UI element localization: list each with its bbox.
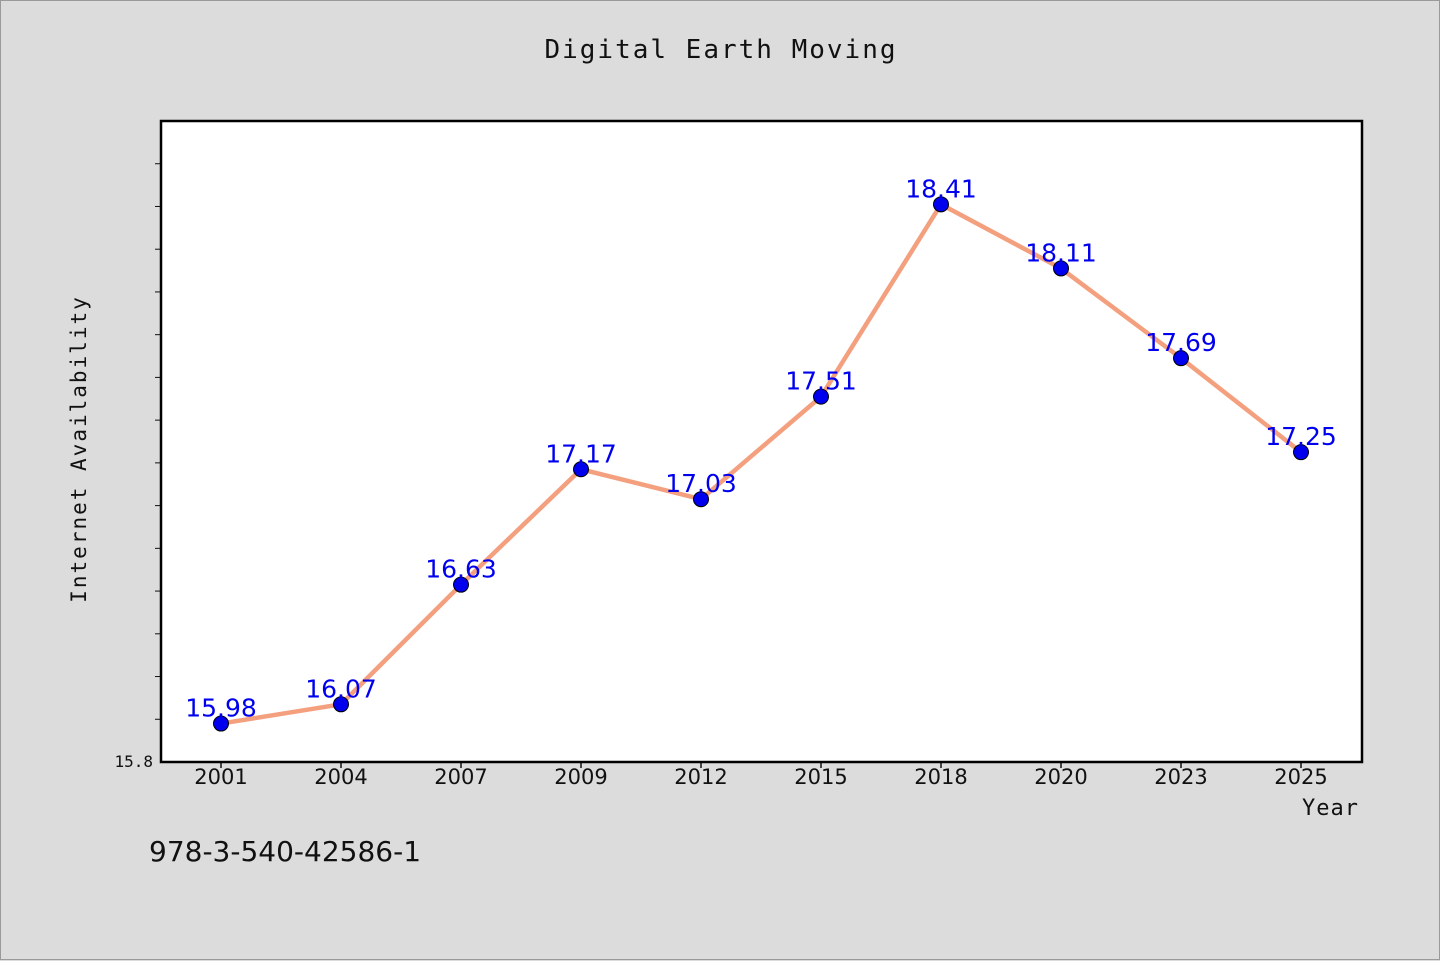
x-tick-label: 2020 [1034,765,1087,789]
y-tick-label: 15.8 [114,752,153,771]
data-label: 17.69 [1145,328,1217,357]
x-tick-label: 2023 [1154,765,1207,789]
data-point [1053,260,1069,277]
x-tick-label: 2025 [1274,765,1327,789]
x-tick-label: 2001 [194,765,247,789]
data-point [1173,350,1189,367]
series-line [220,201,1303,726]
plot-area [161,121,1362,762]
data-point [453,576,469,593]
x-tick-label: 2009 [554,765,607,789]
data-label: 18.11 [1025,238,1097,267]
data-label: 17.03 [665,469,737,498]
data-point [693,491,709,508]
x-tick-label: 2012 [674,765,727,789]
data-point [333,696,349,713]
x-tick-label: 2004 [314,765,367,789]
isbn-text: 978-3-540-42586-1 [149,835,422,868]
plot-border [159,119,1364,764]
data-point [573,461,589,478]
x-tick-label: 2018 [914,765,967,789]
data-label: 17.17 [545,439,617,468]
data-label: 17.51 [785,367,857,396]
data-label: 18.41 [905,174,977,203]
data-label: 15.98 [185,694,257,723]
x-axis-label: Year [1302,796,1359,821]
data-point [933,196,949,213]
x-tick-label: 2015 [794,765,847,789]
data-label: 17.25 [1265,422,1337,451]
data-point [813,388,829,405]
chart-title: Digital Earth Moving [544,35,898,65]
x-tick-label: 2007 [434,765,487,789]
data-point [213,715,229,732]
data-label: 16.63 [425,555,497,584]
data-point [1293,444,1309,461]
data-label: 16.07 [305,674,377,703]
